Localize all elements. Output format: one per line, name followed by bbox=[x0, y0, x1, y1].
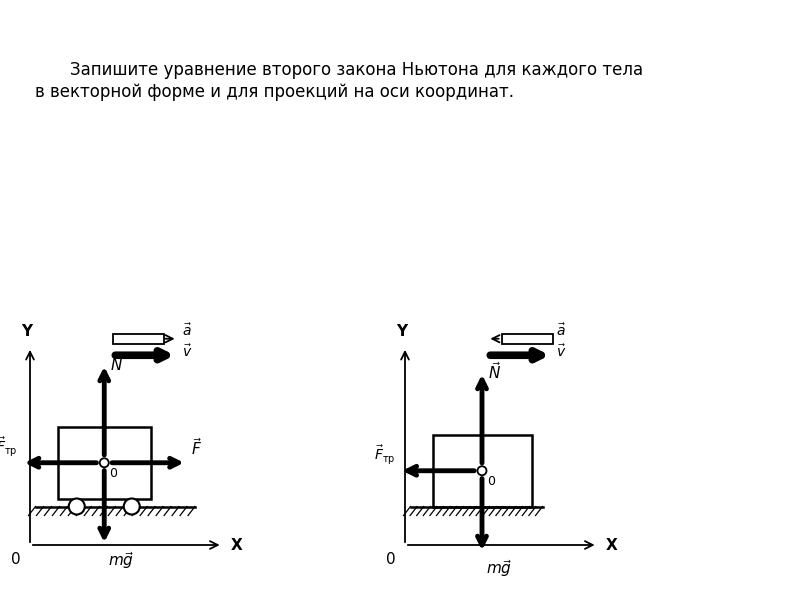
Circle shape bbox=[100, 458, 109, 467]
Text: $\vec{N}$: $\vec{N}$ bbox=[488, 361, 501, 382]
Text: Y: Y bbox=[397, 324, 407, 339]
Text: $\vec{F}_{\rm тр}$: $\vec{F}_{\rm тр}$ bbox=[374, 443, 395, 466]
Text: $m\vec{g}$: $m\vec{g}$ bbox=[486, 558, 512, 579]
Text: Y: Y bbox=[22, 324, 33, 339]
Text: $\vec{F}$: $\vec{F}$ bbox=[190, 437, 202, 458]
Bar bbox=[113, 334, 163, 344]
Text: $\vec{v}$: $\vec{v}$ bbox=[557, 343, 567, 359]
Text: X: X bbox=[606, 538, 618, 553]
Text: $\vec{N}$: $\vec{N}$ bbox=[110, 353, 123, 374]
Text: 0: 0 bbox=[11, 551, 21, 566]
Text: $\vec{a}$: $\vec{a}$ bbox=[182, 322, 192, 339]
Bar bbox=[58, 427, 151, 499]
Bar bbox=[502, 334, 553, 344]
Text: 0: 0 bbox=[110, 467, 118, 480]
Text: $\vec{a}$: $\vec{a}$ bbox=[557, 322, 566, 339]
Text: 0: 0 bbox=[386, 551, 396, 566]
Text: $\vec{F}_{\rm тр}$: $\vec{F}_{\rm тр}$ bbox=[0, 435, 18, 458]
Text: 0: 0 bbox=[487, 475, 495, 488]
Text: $m\vec{g}$: $m\vec{g}$ bbox=[108, 550, 134, 571]
Text: Запишите уравнение второго закона Ньютона для каждого тела: Запишите уравнение второго закона Ньютон… bbox=[70, 61, 643, 79]
Text: в векторной форме и для проекций на оси координат.: в векторной форме и для проекций на оси … bbox=[35, 83, 514, 101]
Bar bbox=[433, 435, 531, 506]
Text: X: X bbox=[230, 538, 242, 553]
Text: $\vec{v}$: $\vec{v}$ bbox=[182, 343, 192, 359]
Circle shape bbox=[478, 466, 486, 475]
Circle shape bbox=[124, 499, 140, 514]
Circle shape bbox=[69, 499, 85, 514]
